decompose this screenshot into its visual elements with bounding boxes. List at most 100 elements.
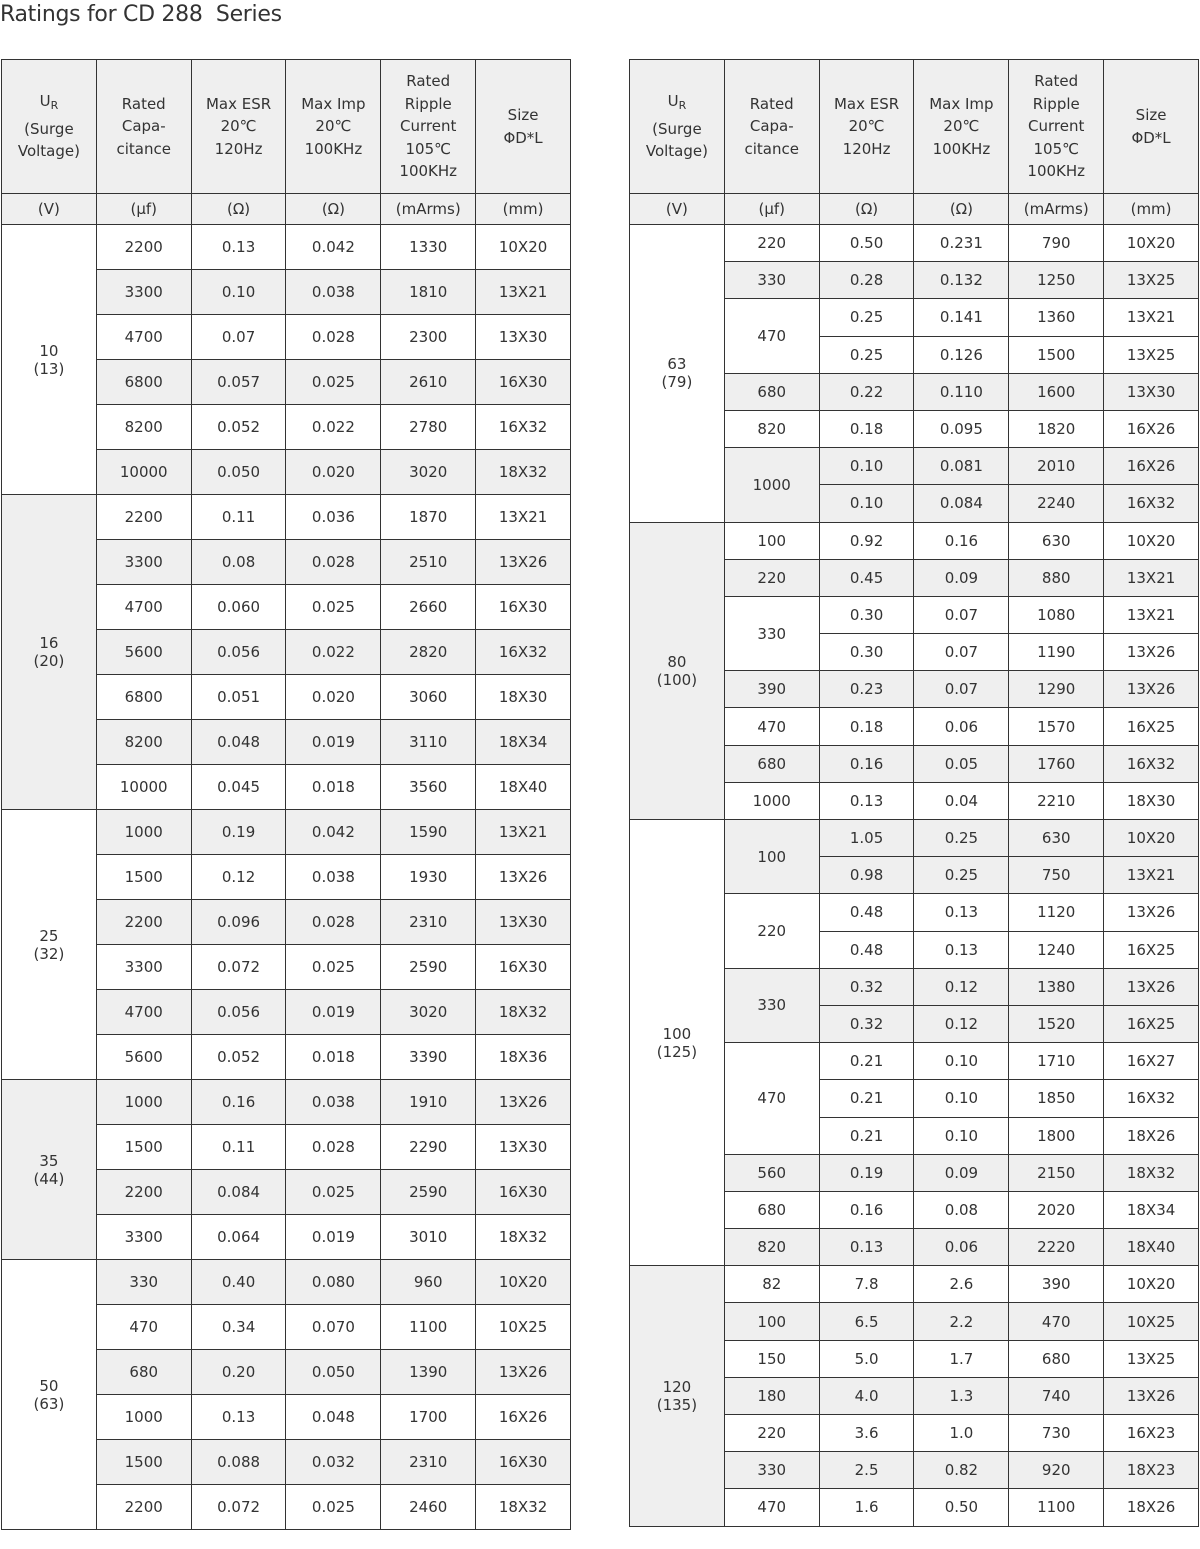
table-row: 3300 0.064 0.019 3010 18X32 — [2, 1214, 571, 1260]
size-cell: 10X20 — [1103, 223, 1199, 263]
max-impedance-cell: 0.08 — [913, 1190, 1010, 1230]
max-impedance-cell: 0.080 — [285, 1259, 382, 1305]
size-cell: 13X26 — [475, 1079, 571, 1125]
header-line: ΦD*L — [1131, 128, 1171, 147]
ripple-current-cell: 680 — [1008, 1339, 1105, 1378]
ripple-current-cell: 2610 — [380, 359, 477, 405]
max-esr-cell: 0.10 — [818, 484, 915, 523]
max-esr-cell: 7.8 — [818, 1265, 915, 1304]
surge-voltage: (63) — [33, 1394, 65, 1413]
table-row: 50 (63) 330 0.40 0.080 960 10X20 — [1, 1259, 571, 1530]
max-esr-cell: 0.10 — [190, 269, 287, 315]
size-cell: 13X21 — [1103, 558, 1199, 597]
max-esr-cell: 0.21 — [818, 1079, 915, 1118]
ripple-current-cell: 2290 — [380, 1124, 477, 1170]
table-row: 0.10 0.084 2240 16X32 — [630, 484, 1199, 523]
unit-max-impedance: (Ω) — [913, 193, 1010, 225]
header-line: 20℃ — [943, 117, 980, 136]
table-row: 10000 0.050 0.020 3020 18X32 — [2, 449, 571, 495]
ur-label: UR — [630, 90, 724, 118]
max-esr-cell: 0.25 — [818, 298, 915, 337]
ripple-current-cell: 1570 — [1008, 707, 1105, 746]
max-impedance-cell: 0.141 — [913, 298, 1010, 337]
unit-surge-voltage: (V) — [1, 193, 97, 225]
size-cell: 13X26 — [475, 1349, 571, 1395]
max-impedance-cell: 0.038 — [285, 854, 382, 900]
max-impedance-cell: 0.12 — [913, 1004, 1010, 1044]
max-impedance-cell: 0.025 — [285, 359, 382, 405]
max-esr-cell: 0.50 — [818, 223, 915, 263]
ripple-current-cell: 1520 — [1008, 1004, 1105, 1044]
size-cell: 13X25 — [1103, 261, 1199, 300]
max-esr-cell: 0.48 — [818, 893, 915, 932]
max-esr-cell: 0.12 — [190, 854, 287, 900]
column-header-max-esr: Max ESR 20℃ 120Hz — [190, 59, 287, 194]
max-impedance-cell: 0.12 — [913, 967, 1010, 1006]
capacitance-cell: 1000 — [95, 809, 192, 855]
capacitance-cell: 8200 — [95, 719, 192, 765]
max-impedance-cell: 0.020 — [285, 449, 382, 495]
capacitance-cell: 1500 — [95, 1124, 192, 1170]
max-impedance-cell: 0.018 — [285, 1034, 382, 1080]
capacitance-cell: 470 — [723, 1488, 820, 1527]
capacitance-cell: 820 — [723, 409, 820, 449]
capacitance-cell: 3300 — [95, 539, 192, 585]
surge-voltage: (125) — [656, 1042, 698, 1061]
size-cell: 18X32 — [475, 1484, 571, 1530]
unit-rated-ripple-current: (mArms) — [1008, 193, 1105, 225]
size-cell: 18X30 — [475, 674, 571, 720]
surge-voltage: (100) — [656, 670, 698, 689]
header-line: Max ESR — [205, 94, 272, 113]
max-esr-cell: 0.20 — [190, 1349, 287, 1395]
ripple-current-cell: 1080 — [1008, 595, 1105, 635]
header-line: Capa- — [121, 117, 166, 136]
size-cell: 13X21 — [475, 809, 571, 855]
size-cell: 13X30 — [475, 899, 571, 945]
size-cell: 18X32 — [1103, 1153, 1199, 1192]
table-row: 100 6.5 2.2 470 10X25 — [630, 1302, 1199, 1341]
size-cell: 13X30 — [1103, 372, 1199, 411]
max-impedance-cell: 0.028 — [285, 1124, 382, 1170]
unit-rated-ripple-current: (mArms) — [380, 193, 477, 225]
header-line: (Surge — [24, 119, 74, 138]
ripple-current-cell: 1240 — [1008, 930, 1105, 969]
voltage-cell: 35 (44) — [1, 1079, 97, 1260]
capacitance-cell: 1500 — [95, 854, 192, 900]
capacitance-cell: 2200 — [95, 1484, 192, 1530]
size-cell: 18X26 — [1103, 1116, 1199, 1155]
header-line: Max Imp — [929, 94, 994, 113]
ripple-current-cell: 2220 — [1008, 1228, 1105, 1267]
voltage-cell: 100 (125) — [629, 818, 725, 1267]
ripple-current-cell: 740 — [1008, 1376, 1105, 1416]
table-row: 330 0.30 0.07 1080 13X21 — [630, 595, 1199, 672]
max-esr-cell: 0.34 — [190, 1304, 287, 1350]
max-esr-cell: 4.0 — [818, 1376, 915, 1416]
table-row: 330 2.5 0.82 920 18X23 — [630, 1451, 1199, 1490]
voltage-cell: 16 (20) — [1, 494, 97, 810]
unit-max-esr: (Ω) — [190, 193, 287, 225]
capacitance-cell: 470 — [723, 707, 820, 746]
capacitance-cell: 560 — [723, 1153, 820, 1192]
max-impedance-cell: 0.10 — [913, 1079, 1010, 1118]
capacitance-cell: 330 — [95, 1259, 192, 1305]
column-header-rated-ripple-current: Rated Ripple Current 105℃ 100KHz — [380, 59, 477, 194]
size-cell: 13X25 — [1103, 1339, 1199, 1378]
max-impedance-cell: 1.3 — [913, 1376, 1010, 1416]
max-esr-cell: 0.072 — [190, 944, 287, 990]
max-impedance-cell: 0.028 — [285, 539, 382, 585]
ripple-current-cell: 920 — [1008, 1451, 1105, 1490]
table-row: 0.48 0.13 1240 16X25 — [630, 930, 1199, 969]
table-row: 16 (20) 2200 0.11 0.036 1870 13X21 — [1, 494, 571, 810]
header-line: 120Hz — [214, 139, 263, 158]
header-line: 20℃ — [220, 117, 257, 136]
column-header-size: Size ΦD*L — [1103, 59, 1199, 194]
capacitance-cell: 680 — [95, 1349, 192, 1395]
max-impedance-cell: 0.084 — [913, 484, 1010, 523]
ripple-current-cell: 1710 — [1008, 1042, 1105, 1081]
table-row: 330 0.28 0.132 1250 13X25 — [630, 261, 1199, 300]
capacitance-cell: 680 — [723, 372, 820, 411]
unit-max-impedance: (Ω) — [285, 193, 382, 225]
ripple-current-cell: 470 — [1008, 1302, 1105, 1341]
capacitance-cell: 220 — [723, 893, 820, 969]
table-row: 10 (13) 2200 0.13 0.042 1330 10X20 — [1, 224, 571, 495]
